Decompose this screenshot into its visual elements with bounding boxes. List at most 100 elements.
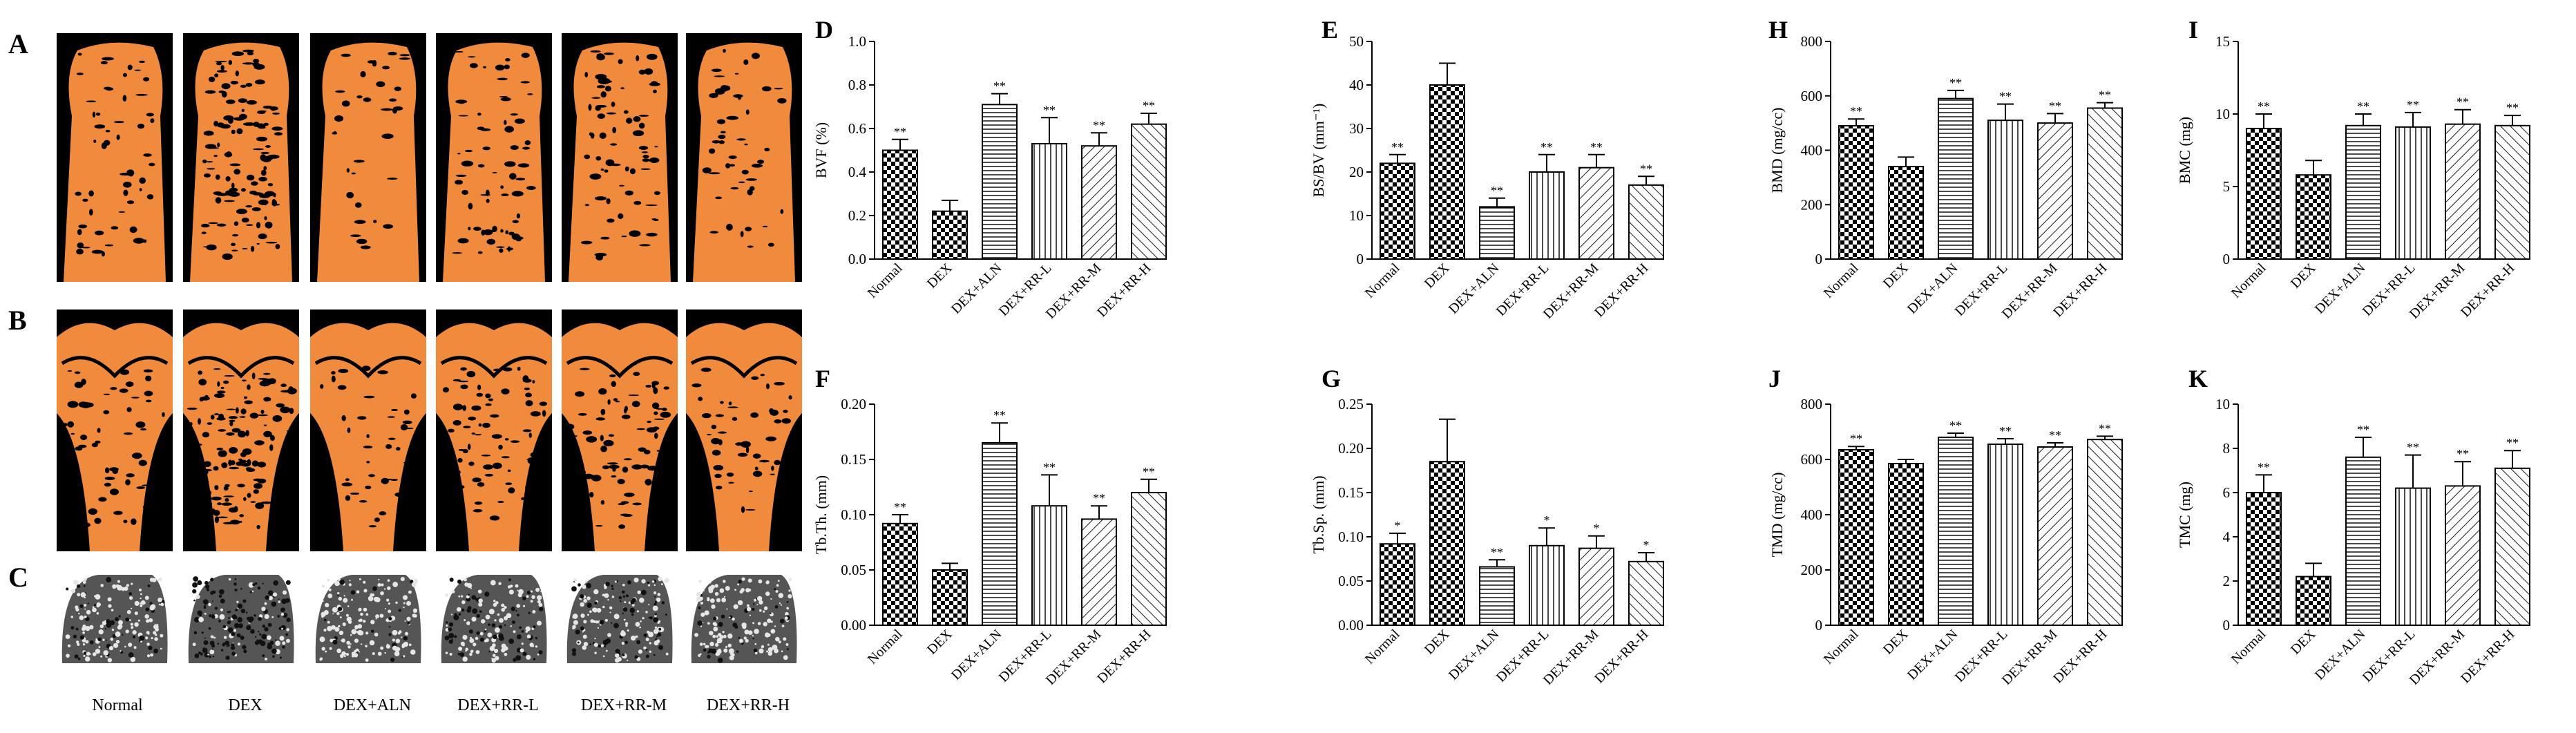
bar-dex-rr-h [2494, 124, 2530, 260]
bar-dex-rr-l [1031, 505, 1067, 627]
bone-image [310, 33, 426, 282]
group-label-normal: Normal [92, 696, 143, 714]
x-tick-label: Normal [1821, 627, 1862, 667]
chart-h: H 0 200 400 600 800 BMD (mg/cc) ** Normal DEX ** DE… [1768, 16, 2123, 322]
bar-dex [932, 569, 968, 626]
y-tick-label: 50 [1349, 33, 1364, 50]
y-tick-label: 0.00 [841, 617, 866, 634]
bar-dex-aln [1479, 566, 1515, 627]
bar-dex-rr-h [2087, 107, 2123, 260]
bar-dex-rr-m [1081, 145, 1117, 260]
bone-image [686, 310, 802, 551]
bar-dex [1429, 461, 1465, 627]
significance-marker: ** [2456, 95, 2469, 109]
significance-marker: ** [1540, 140, 1553, 154]
bar-dex [2296, 575, 2331, 626]
bone-image [436, 33, 552, 282]
bar-dex-aln [2345, 456, 2381, 626]
group-label-dex-rr-l: DEX+RR-L [457, 696, 539, 714]
bar-dex [1888, 463, 1924, 626]
bar-dex-aln [982, 442, 1018, 626]
y-tick-label: 5 [2223, 178, 2231, 195]
y-tick-label: 400 [1801, 142, 1823, 159]
bar-dex-rr-l [1529, 544, 1565, 626]
group-label-dex-rr-h: DEX+RR-H [706, 696, 790, 714]
y-tick-label: 0.0 [848, 251, 866, 267]
y-axis-label: BMD (mg/cc) [1768, 107, 1786, 193]
bar-dex-rr-l [1529, 171, 1565, 260]
y-tick-label: 0.20 [1338, 440, 1364, 457]
significance-marker: ** [1043, 460, 1056, 474]
bone-image [57, 567, 173, 677]
significance-marker: ** [1391, 140, 1404, 154]
significance-marker: ** [1491, 184, 1503, 198]
group-label-dex-rr-m: DEX+RR-M [580, 696, 667, 714]
y-tick-label: 200 [1801, 562, 1823, 578]
bar-dex-rr-h [1628, 560, 1664, 627]
significance-marker: ** [1093, 118, 1105, 132]
y-tick-label: 0.20 [841, 396, 866, 412]
chart-d: D 0.0 0.2 0.4 0.6 0.8 1.0 BVF (%) ** Normal DEX ** D… [812, 16, 1167, 322]
bar-dex-rr-m [2445, 485, 2481, 627]
x-tick-label: DEX+RR-H [2050, 627, 2110, 686]
y-tick-label: 0.15 [1338, 484, 1364, 501]
panel-letter-c: C [8, 562, 28, 593]
y-tick-label: 0.2 [848, 207, 866, 224]
y-tick-label: 15 [2215, 33, 2230, 50]
bar-dex-rr-h [2494, 467, 2530, 626]
panel-letter-d: D [815, 16, 833, 44]
significance-marker: * [1594, 522, 1600, 535]
x-tick-label: DEX [1422, 627, 1453, 658]
x-tick-label: DEX+RR-H [1094, 260, 1154, 320]
bar-dex-rr-h [1628, 184, 1664, 260]
significance-marker: ** [2258, 99, 2270, 113]
significance-marker: ** [2049, 428, 2061, 442]
significance-marker: ** [1491, 545, 1503, 559]
significance-marker: ** [1999, 90, 2012, 104]
bar-normal [882, 522, 918, 626]
y-tick-label: 0.05 [841, 562, 866, 578]
microct-image-panels: A B C [0, 0, 815, 733]
bar-normal [2246, 492, 2282, 626]
bar-normal [1838, 125, 1874, 260]
y-tick-label: 400 [1801, 506, 1823, 523]
y-axis-label: Tb.Th. (mm) [812, 475, 830, 554]
bar-normal [1380, 543, 1415, 626]
panel-letter-k: K [2188, 365, 2208, 392]
significance-marker: ** [993, 408, 1006, 422]
y-tick-label: 4 [2223, 529, 2231, 545]
y-axis-label: BVF (%) [812, 122, 830, 178]
bone-image [183, 567, 299, 677]
significance-marker: ** [1143, 99, 1155, 113]
y-tick-label: 6 [2223, 484, 2231, 501]
y-axis-label: Tb.Sp. (mm) [1310, 475, 1327, 553]
group-label-dex-aln: DEX+ALN [333, 696, 412, 714]
y-tick-label: 0 [1815, 251, 1823, 267]
bar-dex-aln [2345, 124, 2381, 260]
bone-image [57, 33, 173, 282]
bone-image [562, 33, 678, 282]
x-tick-label: DEX+RR-H [1094, 627, 1154, 686]
x-tick-label: DEX+RR-H [2050, 260, 2110, 320]
chart-j: J 0 200 400 600 800 TMD (mg/cc) ** Normal DEX ** DE… [1768, 365, 2123, 688]
group-label-dex: DEX [228, 696, 263, 714]
significance-marker: ** [2258, 460, 2270, 474]
x-tick-label: DEX+RR-H [1592, 627, 1651, 686]
y-tick-label: 40 [1349, 77, 1364, 93]
significance-marker: ** [2506, 101, 2519, 115]
significance-marker: ** [1093, 491, 1105, 505]
bar-dex-rr-m [1578, 547, 1614, 627]
panel-letter-f: F [815, 365, 830, 392]
x-tick-label: DEX [1422, 260, 1453, 292]
bar-dex-aln [1938, 437, 1974, 626]
significance-marker: ** [894, 500, 906, 514]
bar-dex-rr-l [1987, 120, 2023, 260]
panel-letter-i: I [2188, 16, 2198, 44]
x-tick-label: Normal [1362, 627, 1403, 667]
significance-marker: * [1395, 519, 1401, 533]
significance-marker: ** [1043, 103, 1056, 117]
bar-dex-rr-m [2445, 123, 2481, 260]
significance-marker: * [1544, 513, 1550, 527]
chart-f: F 0.00 0.05 0.10 0.15 0.20 Tb.Th. (mm) ** Normal… [812, 365, 1167, 688]
